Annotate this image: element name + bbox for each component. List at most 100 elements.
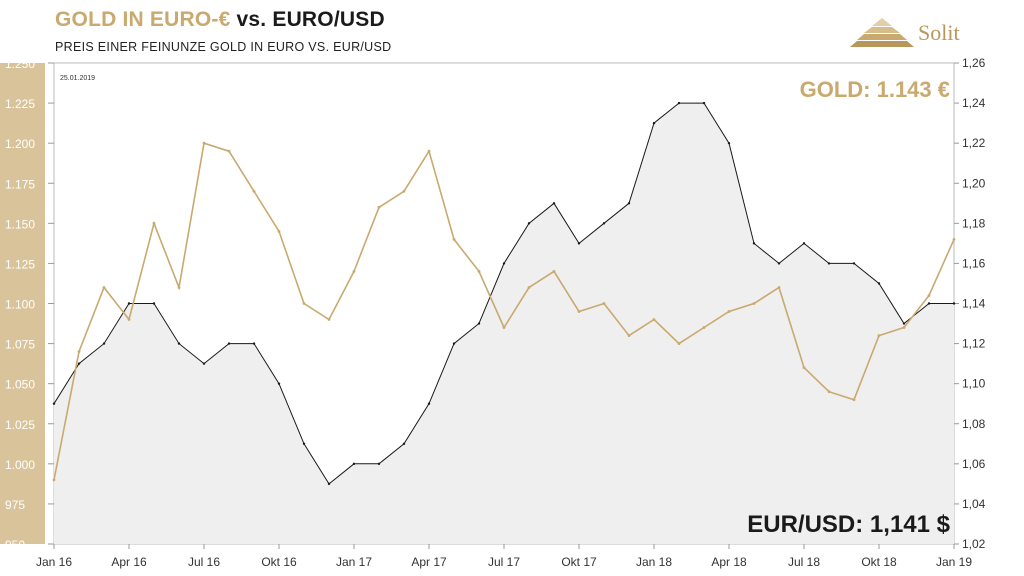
- eurusd-point: [452, 342, 456, 345]
- left-tick-label: 1.225: [5, 97, 35, 111]
- x-tick-label: Okt 17: [561, 555, 597, 569]
- eurusd-point: [777, 262, 781, 265]
- eurusd-point: [927, 302, 931, 305]
- gold-point: [877, 334, 881, 337]
- gold-point: [177, 286, 181, 289]
- left-tick-label: 1.250: [5, 57, 35, 71]
- left-tick-label: 1.150: [5, 217, 35, 231]
- gold-point: [402, 189, 406, 193]
- gold-point: [902, 326, 906, 329]
- chart-title-gold: GOLD IN EURO-€: [55, 8, 231, 31]
- right-tick-label: 1,22: [962, 136, 986, 150]
- right-axis: 1,02 1,04 1,06 1,08 1,10 1,12 1,14 1,16 1,18 1,20…: [954, 56, 986, 551]
- gold-point: [552, 270, 556, 273]
- gold-point: [252, 189, 256, 193]
- gold-point: [352, 270, 356, 273]
- eurusd-point: [202, 362, 206, 365]
- eurusd-point: [752, 242, 756, 245]
- chart-subtitle: PREIS EINER FEINUNZE GOLD IN EURO VS. EU…: [55, 40, 392, 54]
- x-tick-label: Jan 16: [36, 555, 72, 569]
- gold-point: [952, 237, 956, 241]
- x-tick-label: Apr 18: [711, 555, 747, 569]
- gold-annotation: GOLD: 1.143 €: [800, 77, 950, 102]
- gold-point: [127, 318, 131, 321]
- gold-point: [577, 310, 581, 313]
- left-tick-label: 1.100: [5, 298, 35, 312]
- gold-point: [777, 286, 781, 289]
- gold-point: [77, 350, 81, 353]
- x-tick-label: Apr 16: [111, 555, 147, 569]
- gold-point: [452, 237, 456, 241]
- left-tick-label: 1.000: [5, 458, 35, 472]
- eurusd-point: [502, 262, 506, 265]
- eurusd-point: [827, 262, 831, 265]
- right-tick-label: 1,10: [962, 377, 986, 391]
- eurusd-point: [52, 402, 56, 405]
- gold-point: [652, 318, 656, 321]
- gold-point: [152, 221, 156, 225]
- gold-point: [477, 270, 481, 273]
- eurusd-point: [177, 342, 181, 345]
- eurusd-point: [127, 302, 131, 305]
- eurusd-point: [302, 442, 306, 445]
- gold-point: [802, 366, 806, 370]
- x-tick-label: Jul 16: [188, 555, 220, 569]
- eurusd-point: [477, 322, 481, 325]
- eurusd-point: [852, 262, 856, 265]
- gold-point: [677, 342, 681, 345]
- brand-logo: Solit: [850, 14, 980, 54]
- left-axis-band: [0, 63, 45, 544]
- left-tick-label: 950: [5, 538, 25, 552]
- eurusd-point: [677, 101, 681, 105]
- gold-point: [277, 229, 281, 233]
- gold-point: [502, 326, 506, 329]
- eurusd-point: [152, 302, 156, 305]
- gold-point: [727, 310, 731, 313]
- left-tick-label: 1.025: [5, 418, 35, 432]
- eurusd-point: [652, 121, 656, 125]
- eurusd-point: [277, 382, 281, 385]
- eurusd-area: [54, 103, 954, 544]
- right-tick-label: 1,20: [962, 176, 986, 190]
- gold-point: [227, 149, 231, 153]
- left-axis: 950 975 1.000 1.025 1.050 1.075 1.100 1.125 1.15…: [5, 57, 54, 552]
- right-tick-label: 1,02: [962, 537, 986, 551]
- eurusd-point: [527, 222, 531, 225]
- gold-point: [927, 294, 931, 297]
- gold-point: [602, 302, 606, 305]
- right-tick-label: 1,04: [962, 497, 986, 511]
- gold-point: [427, 149, 431, 153]
- chart-date: 25.01.2019: [60, 75, 95, 82]
- right-tick-label: 1,24: [962, 96, 986, 110]
- eurusd-point: [377, 462, 381, 466]
- eurusd-point: [877, 282, 881, 285]
- left-tick-label: 1.175: [5, 177, 35, 191]
- chart-title: GOLD IN EURO-€ vs. EURO/USD: [55, 8, 385, 32]
- right-tick-label: 1,26: [962, 56, 986, 70]
- eurusd-point: [552, 202, 556, 205]
- left-tick-label: 1.050: [5, 378, 35, 392]
- right-tick-label: 1,06: [962, 457, 986, 471]
- eurusd-point: [77, 362, 81, 365]
- eurusd-point: [952, 302, 956, 305]
- eurusd-point: [227, 342, 231, 345]
- gold-point: [102, 286, 106, 289]
- eurusd-point: [327, 482, 331, 486]
- right-tick-label: 1,08: [962, 417, 986, 431]
- eurusd-point: [352, 462, 356, 466]
- right-tick-label: 1,12: [962, 337, 986, 351]
- eurusd-point: [702, 101, 706, 105]
- x-tick-label: Jan 18: [636, 555, 672, 569]
- eurusd-point: [902, 322, 906, 325]
- eurusd-point: [802, 242, 806, 245]
- eurusd-point: [627, 202, 631, 205]
- gold-point: [377, 205, 381, 209]
- gold-point: [702, 326, 706, 329]
- pyramid-icon: [850, 18, 914, 47]
- brand-name: Solit: [918, 20, 960, 45]
- x-tick-label: Okt 16: [261, 555, 297, 569]
- eurusd-point: [252, 342, 256, 345]
- eurusd-point: [727, 141, 731, 145]
- x-tick-label: Jul 18: [788, 555, 820, 569]
